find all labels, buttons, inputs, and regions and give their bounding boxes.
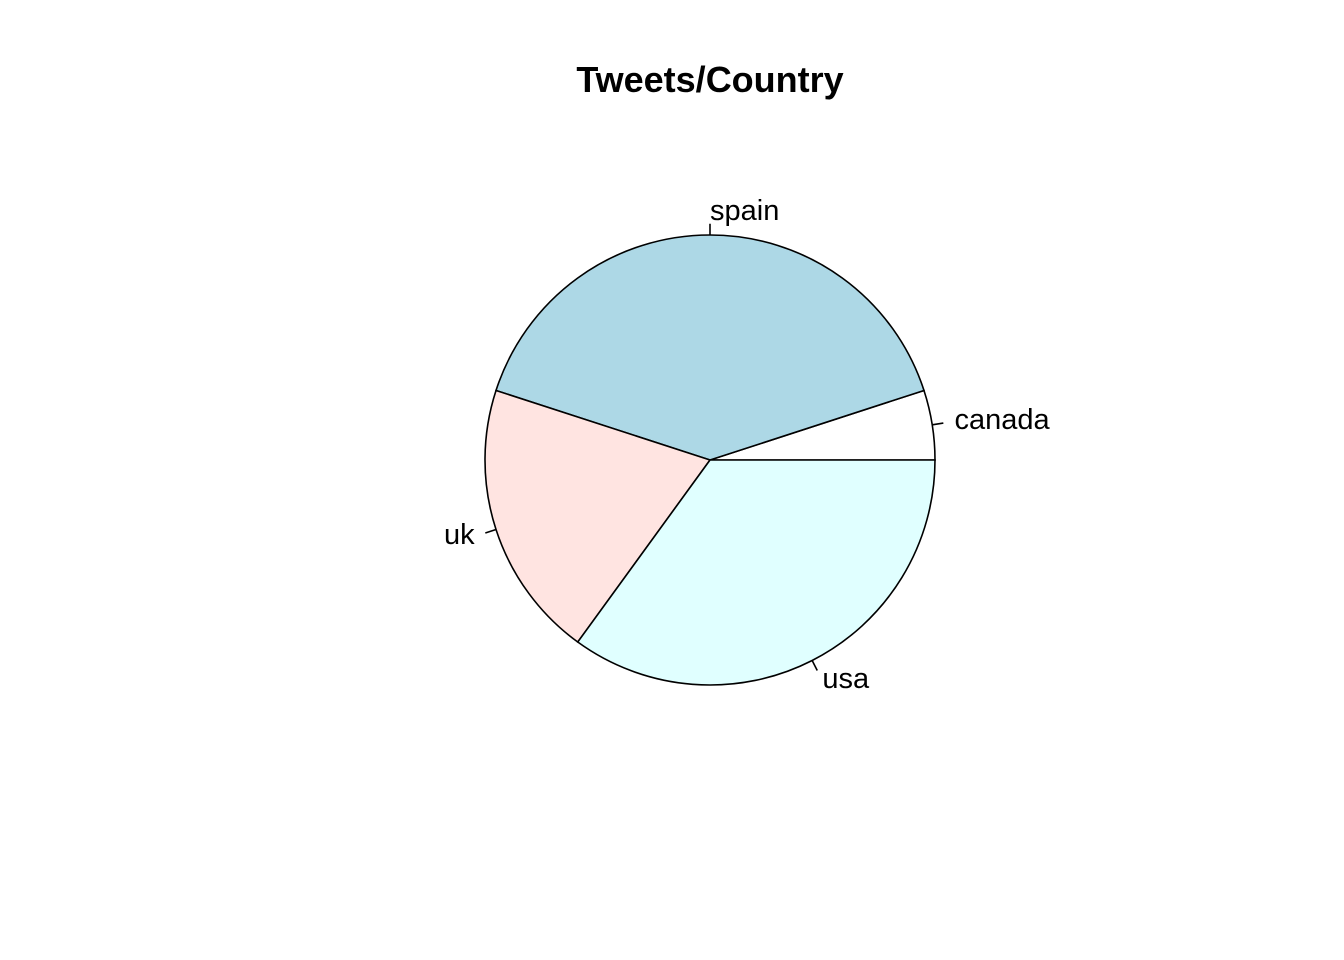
pie-slices — [484, 234, 936, 686]
leader-line-canada — [932, 422, 944, 426]
slice-label-spain: spain — [710, 195, 779, 227]
slice-label-usa: usa — [822, 663, 870, 695]
slice-label-uk: uk — [444, 519, 475, 551]
pie-labels: canada spain uk usa — [444, 195, 1050, 695]
leader-line-uk — [485, 528, 497, 534]
chart-title: Tweets/Country — [576, 59, 843, 100]
leader-line-usa — [811, 660, 818, 671]
pie-slice-uk — [484, 389, 712, 644]
pie-slice-usa — [576, 459, 936, 686]
slice-label-canada: canada — [954, 404, 1050, 436]
